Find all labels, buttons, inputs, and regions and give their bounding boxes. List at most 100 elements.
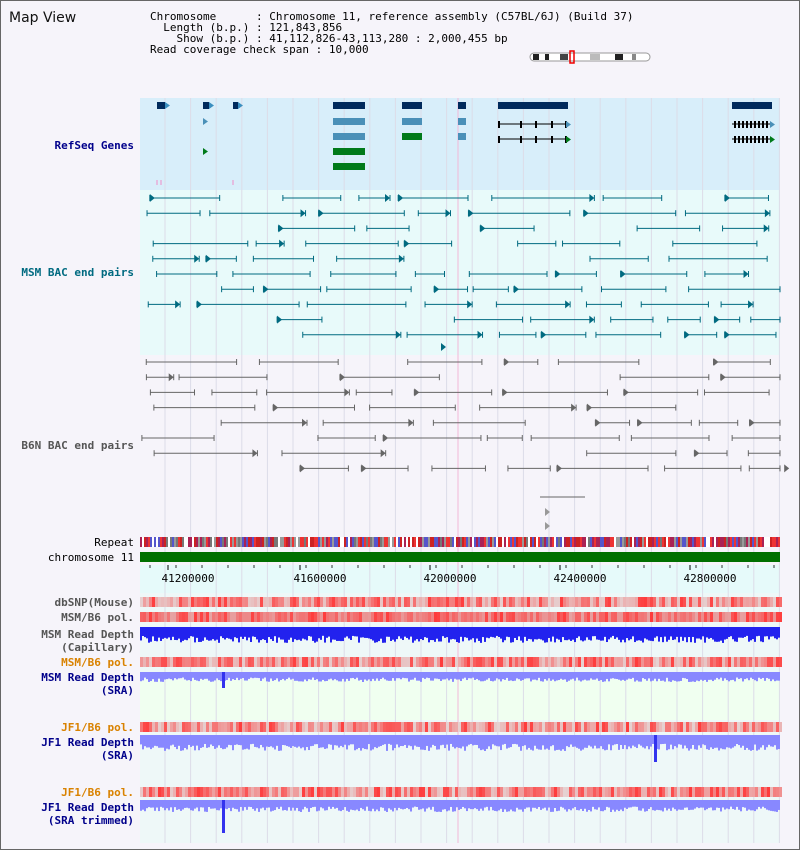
read-depth-bar [448,735,450,751]
track-label-msm-b6-pol[interactable]: MSM/B6 pol. [61,611,134,624]
read-depth-bar [474,735,476,745]
polymorphism-cell [386,597,389,607]
polymorphism-cell [779,597,782,607]
track-label-repeat[interactable]: Repeat [94,536,134,549]
read-depth-bar [422,672,424,678]
polymorphism-cell [623,657,626,667]
b6n-bac-pair-arrow [749,418,755,427]
polymorphism-cell [440,657,443,667]
repeat-element [364,537,366,547]
polymorphism-cell [224,657,227,667]
polymorphism-cell [488,787,491,797]
read-depth-bar [210,800,212,809]
read-depth-bar [576,672,578,678]
read-depth-bar [242,735,244,750]
b6n-bac-arrow [545,522,550,530]
polymorphism-cell [623,612,626,622]
polymorphism-cell [590,787,593,797]
repeat-element [496,537,498,547]
polymorphism-cell [326,612,329,622]
read-depth-bar [310,627,312,637]
msm-bac-pair-arrow [467,300,473,309]
read-depth-bar [556,735,558,750]
track-label-jf1-b6-pol[interactable]: JF1/B6 pol. [61,721,134,734]
polymorphism-cell [560,612,563,622]
track-label-dbsnp[interactable]: dbSNP(Mouse) [54,596,134,609]
read-depth-bar [304,735,306,751]
polymorphism-cell [305,612,308,622]
polymorphism-cell [485,657,488,667]
polymorphism-cell [419,722,422,732]
ideogram-band [533,54,539,60]
polymorphism-cell [320,722,323,732]
polymorphism-cell [506,722,509,732]
polymorphism-cell [407,612,410,622]
polymorphism-cell [605,612,608,622]
repeat-element [282,537,284,547]
repeat-element [582,537,584,547]
polymorphism-cell [563,597,566,607]
read-depth-bar [226,735,228,748]
repeat-element [408,537,410,547]
read-depth-bar [292,627,294,642]
polymorphism-cell [275,612,278,622]
read-depth-bar [158,800,160,812]
track-label-msm-bac[interactable]: MSM BAC end pairs [21,266,134,279]
polymorphism-cell [728,657,731,667]
read-depth-bar [180,800,182,811]
repeat-element [280,537,282,547]
polymorphism-cell [503,787,506,797]
polymorphism-cell [335,657,338,667]
polymorphism-cell [617,787,620,797]
repeat-element [548,537,550,547]
polymorphism-cell [611,722,614,732]
read-depth-bar [630,800,632,808]
polymorphism-cell [197,722,200,732]
polymorphism-cell [494,612,497,622]
read-depth-bar [718,735,720,751]
polymorphism-cell [704,612,707,622]
polymorphism-cell [173,612,176,622]
polymorphism-cell [446,722,449,732]
track-label-b6n-bac[interactable]: B6N BAC end pairs [21,439,134,452]
polymorphism-cell [431,657,434,667]
read-depth-bar [416,672,418,681]
read-depth-bar [560,672,562,679]
gene-feature [754,121,756,128]
track-label-jf1-depth-trimmed[interactable]: JF1 Read Depth (SRA trimmed) [41,801,134,827]
ideogram-band [590,54,600,60]
read-depth-bar [296,627,298,641]
read-depth-bar [268,735,270,747]
polymorphism-cell [773,787,776,797]
repeat-element [588,537,590,547]
read-depth-bar [162,672,164,682]
read-depth-bar [534,800,536,808]
read-depth-bar [346,672,348,679]
read-depth-bar [324,735,326,749]
read-depth-bar [594,672,596,680]
repeat-element [500,537,502,547]
read-depth-bar [278,627,280,638]
polymorphism-cell [461,787,464,797]
track-label-msm-b6-pol-sra[interactable]: MSM/B6 pol. [61,656,134,669]
track-label-jf1-b6-pol-trimmed[interactable]: JF1/B6 pol. [61,786,134,799]
track-label-msm-depth-sra[interactable]: MSM Read Depth (SRA) [41,671,134,697]
read-depth-bar [418,627,420,642]
repeat-element [550,537,552,547]
read-depth-bar [316,672,318,680]
track-label-refseq[interactable]: RefSeq Genes [54,139,134,152]
read-depth-bar [486,627,488,638]
polymorphism-cell [470,657,473,667]
polymorphism-cell [599,597,602,607]
polymorphism-cell [482,597,485,607]
read-depth-bar [340,627,342,642]
track-label-jf1-depth[interactable]: JF1 Read Depth (SRA) [41,736,134,762]
read-depth-bar [756,627,758,637]
read-depth-bar [754,735,756,745]
track-label-msm-depth-capillary[interactable]: MSM Read Depth (Capillary) [41,628,134,654]
repeat-element [250,537,252,547]
polymorphism-cell [236,722,239,732]
track-label-chromosome[interactable]: chromosome 11 [47,551,134,564]
read-depth-bar [158,735,160,748]
